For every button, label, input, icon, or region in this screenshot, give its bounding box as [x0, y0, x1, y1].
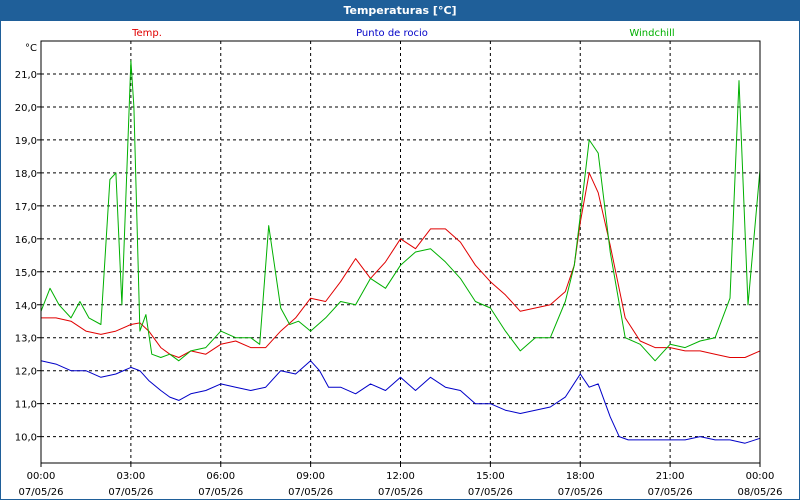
series-line-temp	[41, 172, 761, 358]
x-tick-date-label: 07/05/26	[378, 487, 423, 498]
legend: Temp. Punto de rocio Windchill	[131, 28, 675, 39]
x-tick-date-label: 07/05/26	[19, 487, 64, 498]
y-tick-label: 10,0	[15, 433, 37, 444]
x-tick-time-label: 00:00	[746, 471, 775, 482]
y-tick-label: 16,0	[15, 235, 37, 246]
x-tick-time-label: 15:00	[476, 471, 505, 482]
x-tick-time-label: 21:00	[656, 471, 685, 482]
legend-entry: Temp.	[131, 28, 162, 39]
x-tick-time-label: 09:00	[296, 471, 325, 482]
x-tick-date-label: 07/05/26	[198, 487, 243, 498]
x-tick-date-label: 07/05/26	[558, 487, 603, 498]
y-tick-label: 14,0	[15, 301, 37, 312]
legend-entry: Punto de rocio	[356, 28, 428, 39]
y-axis-label: °C	[25, 43, 37, 54]
y-tick-label: 18,0	[15, 169, 37, 180]
y-tick-label: 17,0	[15, 202, 37, 213]
x-tick-time-label: 06:00	[206, 471, 235, 482]
x-tick-date-label: 07/05/26	[108, 487, 153, 498]
x-tick-time-label: 18:00	[566, 471, 595, 482]
chart-title: Temperaturas [°C]	[1, 1, 799, 21]
y-tick-label: 20,0	[15, 103, 37, 114]
series-line-punto-de-rocio	[40, 360, 761, 444]
axis-labels: 10,0 11,0 12,0 13,0 14,0 15,0 16,0 17,0 18,0 19,0…	[15, 43, 783, 498]
y-tick-label: 11,0	[15, 400, 37, 411]
x-tick-time-label: 00:00	[27, 471, 56, 482]
x-tick-date-label: 08/05/26	[738, 487, 783, 498]
grid-lines	[41, 41, 760, 463]
y-tick-label: 13,0	[15, 334, 37, 345]
y-tick-label: 21,0	[15, 70, 37, 81]
series-line-windchill	[40, 60, 761, 362]
y-tick-label: 15,0	[15, 268, 37, 279]
legend-entry: Windchill	[629, 28, 674, 39]
x-tick-date-label: 07/05/26	[648, 487, 693, 498]
x-tick-time-label: 12:00	[386, 471, 415, 482]
x-tick-time-label: 03:00	[116, 471, 145, 482]
x-tick-date-label: 07/05/26	[288, 487, 333, 498]
y-tick-label: 12,0	[15, 367, 37, 378]
y-tick-label: 19,0	[15, 136, 37, 147]
x-tick-date-label: 07/05/26	[468, 487, 513, 498]
series-lines	[40, 60, 761, 444]
